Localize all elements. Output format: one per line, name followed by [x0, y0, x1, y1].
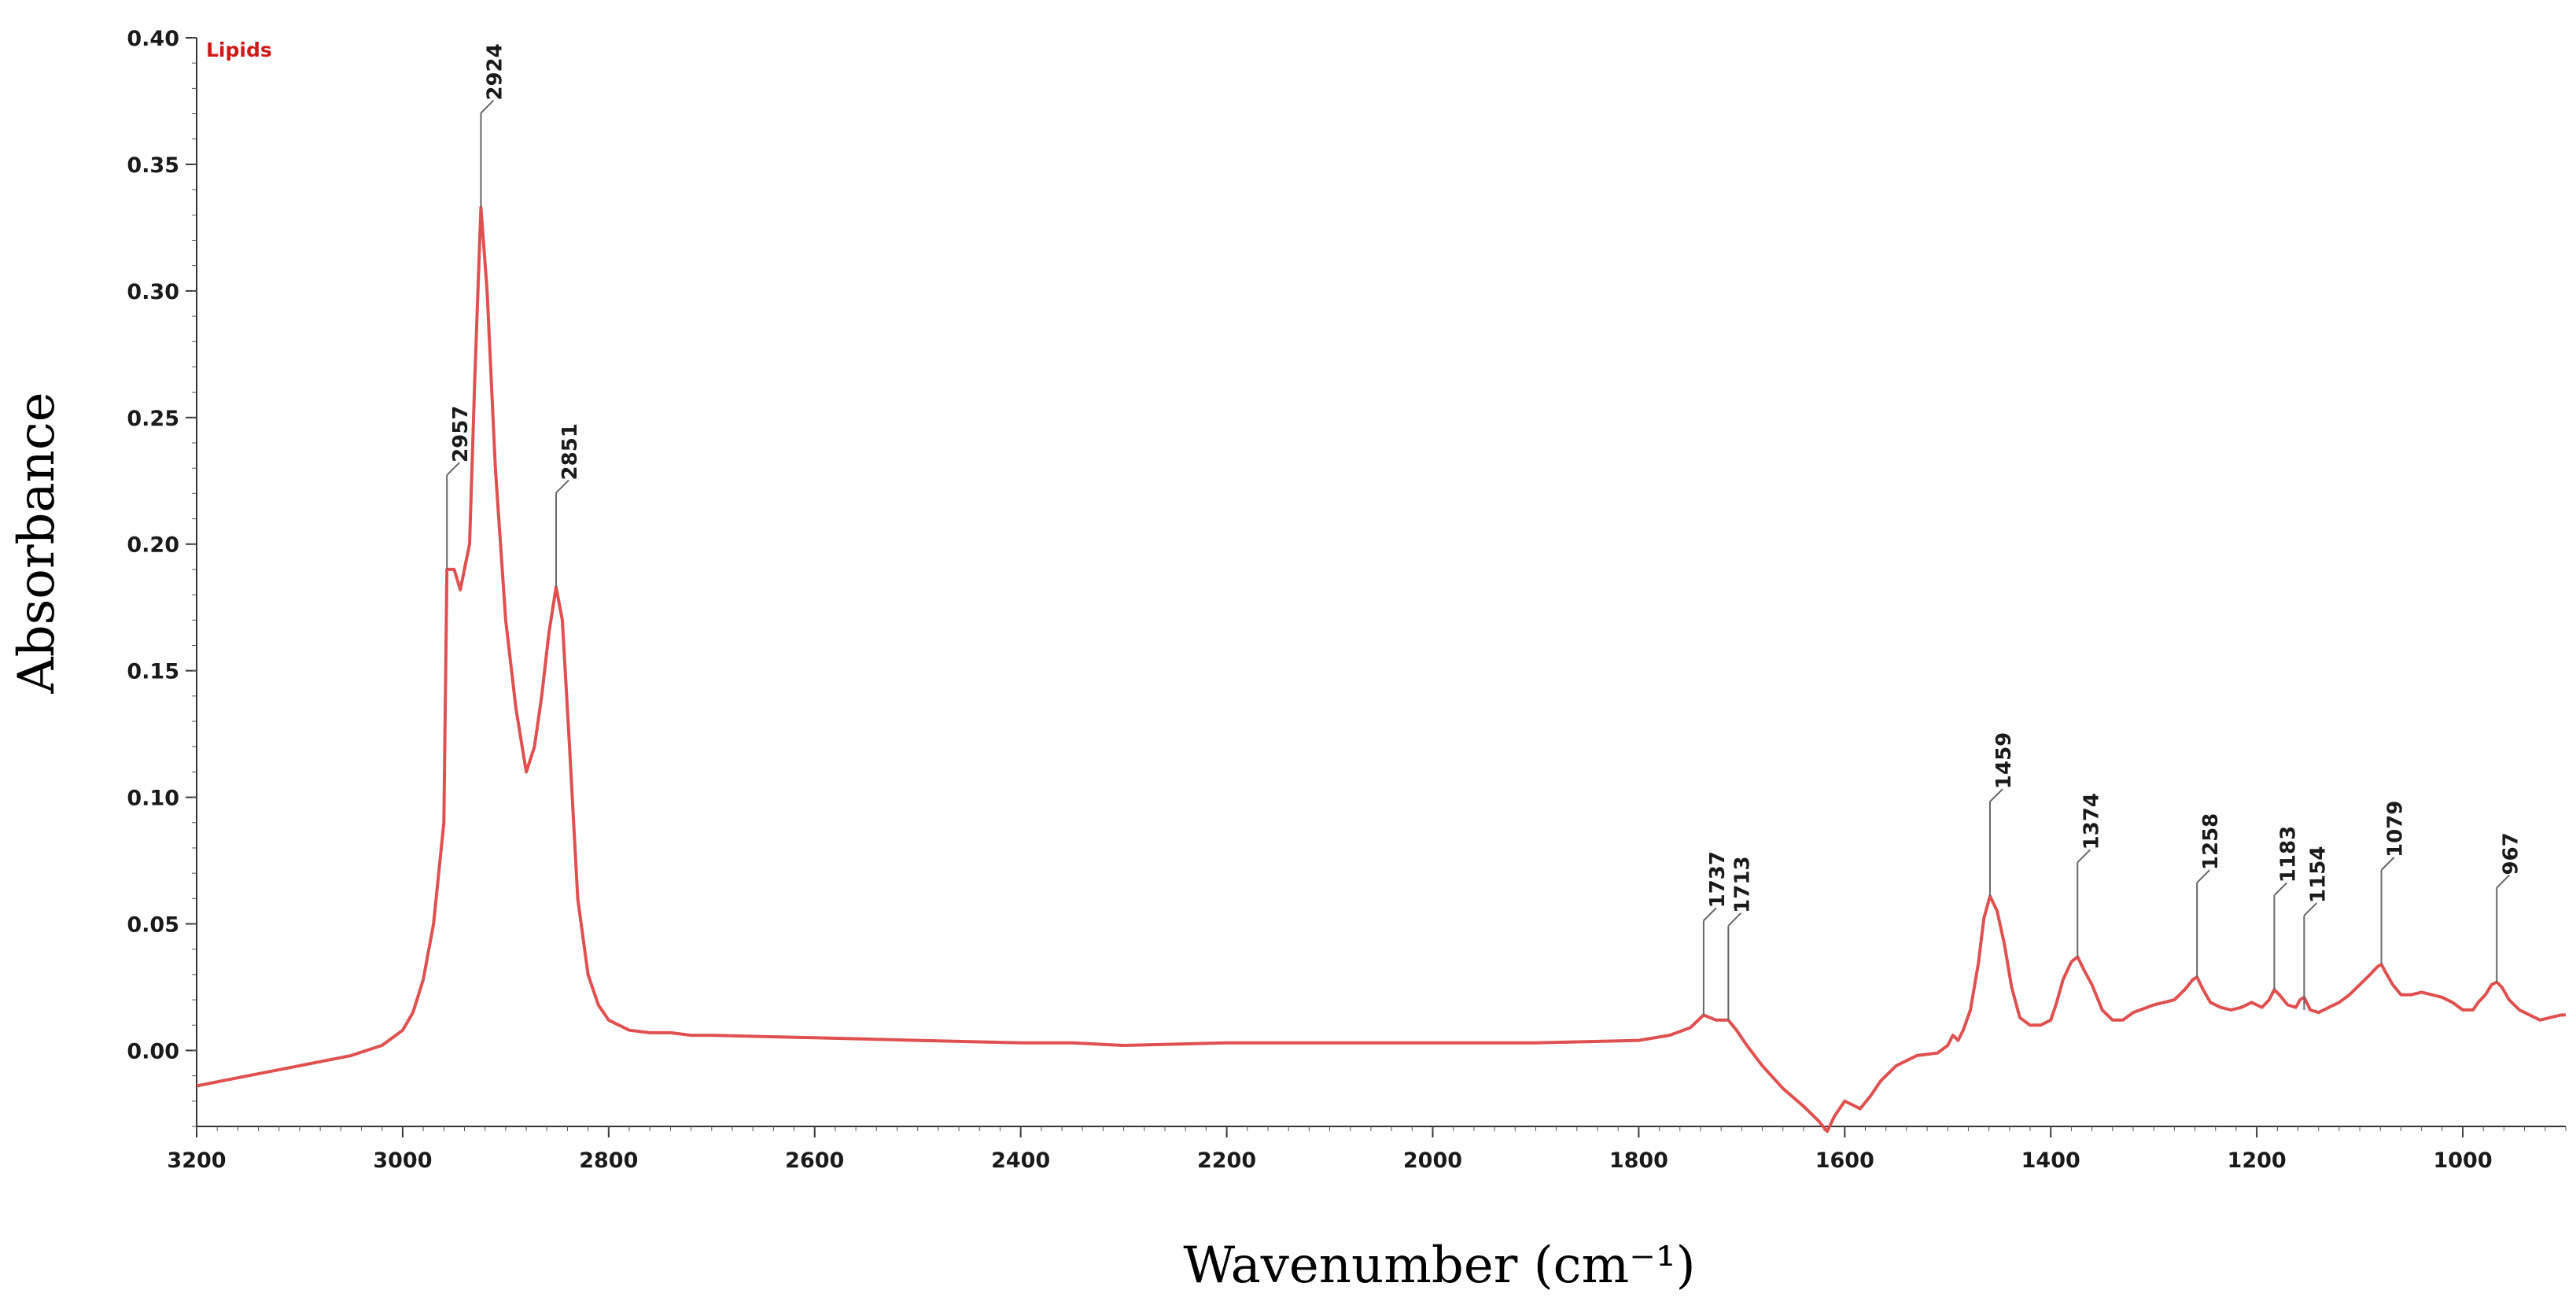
- y-tick-label: 0.15: [127, 660, 179, 684]
- peak-leader-elbow: [2077, 849, 2091, 864]
- x-tick-label: 3200: [167, 1148, 226, 1173]
- peak-leader-elbow: [555, 479, 569, 494]
- peak-label: 1374: [2080, 793, 2103, 850]
- x-tick-label: 1400: [2021, 1148, 2080, 1173]
- x-tick-label: 2400: [991, 1148, 1050, 1173]
- y-tick-label: 0.30: [127, 280, 179, 304]
- x-tick-label: 2600: [785, 1148, 844, 1173]
- x-tick-label: 3000: [373, 1148, 432, 1173]
- peak-label: 2924: [483, 43, 507, 100]
- peak-annotation: 1079: [2380, 801, 2408, 965]
- peak-label: 2851: [558, 423, 582, 480]
- peak-annotation: 2924: [480, 43, 507, 208]
- ticks: 0.00 0.05 0.10 0.15 0.20 0.25 0.30 0.35 0.40 3200…: [127, 27, 2567, 1173]
- peak-label: 1154: [2306, 846, 2330, 903]
- peak-annotation: 1737: [1702, 851, 1730, 1016]
- peak-leader-elbow: [1703, 907, 1717, 922]
- peak-label: 1459: [1992, 732, 2016, 789]
- peak-label: 1258: [2199, 813, 2223, 870]
- peak-label: 1737: [1706, 851, 1730, 908]
- x-tick-label: 2200: [1197, 1148, 1256, 1173]
- y-tick-label: 0.25: [127, 407, 179, 431]
- peak-leader-elbow: [2496, 874, 2510, 889]
- peak-label: 1079: [2384, 801, 2408, 857]
- x-tick-label: 2800: [579, 1148, 638, 1173]
- x-tick-label: 1800: [1609, 1148, 1668, 1173]
- peak-leader-elbow: [1989, 788, 2003, 802]
- peak-annotation: 1459: [1988, 732, 2016, 897]
- peak-leader-elbow: [2380, 857, 2395, 871]
- peak-leader-elbow: [1727, 912, 1742, 927]
- series-layer: [196, 205, 2566, 1134]
- peak-leader-elbow: [480, 99, 495, 114]
- peak-annotation: 1258: [2196, 813, 2223, 978]
- peak-label: 2957: [449, 406, 473, 463]
- x-tick-label: 2000: [1403, 1148, 1462, 1173]
- y-axis-title: Absorbance: [8, 392, 66, 694]
- peak-annotation: 2957: [446, 406, 473, 570]
- axes: [196, 38, 2566, 1127]
- y-tick-label: 0.20: [127, 533, 179, 558]
- peak-annotation: 1183: [2273, 826, 2300, 990]
- peak-leader-elbow: [2303, 902, 2318, 916]
- peak-annotation: 2851: [555, 423, 582, 588]
- x-tick-label: 1200: [2228, 1148, 2287, 1173]
- y-tick-label: 0.40: [127, 27, 179, 51]
- peak-label: 1183: [2276, 826, 2300, 883]
- series-line-lipids: [196, 205, 2566, 1134]
- peak-leader-elbow: [446, 462, 460, 476]
- legend-entry-lipids: Lipids: [206, 39, 272, 61]
- peak-labels: 2957 2924 2851 1737 1713 1459 1374 1258 1183 1154…: [446, 43, 2523, 1020]
- peak-label: 967: [2499, 832, 2523, 875]
- peak-label: 1713: [1730, 856, 1754, 912]
- peak-annotation: 1713: [1727, 856, 1754, 1020]
- peak-leader-elbow: [2196, 869, 2210, 883]
- peak-annotation: 1374: [2077, 793, 2103, 957]
- peak-annotation: 967: [2496, 832, 2523, 982]
- y-tick-label: 0.00: [127, 1039, 179, 1063]
- x-axis-title: Wavenumber (cm⁻¹): [1183, 1237, 1695, 1295]
- x-tick-label: 1000: [2433, 1148, 2492, 1173]
- peak-annotation: 1154: [2303, 846, 2330, 1010]
- y-tick-label: 0.05: [127, 913, 179, 938]
- y-tick-label: 0.10: [127, 787, 179, 811]
- y-tick-label: 0.35: [127, 153, 179, 178]
- peak-leader-elbow: [2273, 882, 2288, 896]
- x-tick-label: 1600: [1815, 1148, 1874, 1173]
